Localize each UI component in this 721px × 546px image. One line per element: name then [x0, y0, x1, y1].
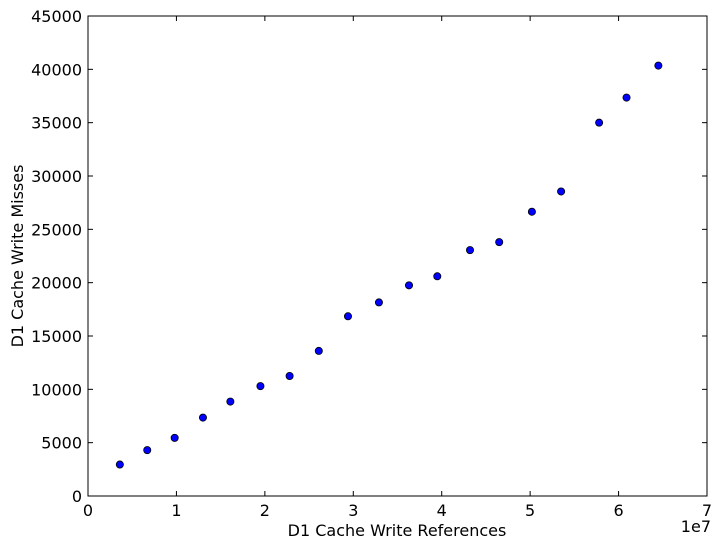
x-tick-label: 5 [525, 501, 535, 520]
data-points [115, 61, 663, 469]
x-tick-label: 7 [702, 501, 712, 520]
data-point [466, 246, 475, 255]
y-tick-label: 20000 [31, 274, 82, 293]
data-point [198, 413, 207, 422]
x-tick-label: 4 [437, 501, 447, 520]
x-tick-label: 0 [83, 501, 93, 520]
data-point [343, 312, 352, 321]
x-tick-label: 6 [613, 501, 623, 520]
plot-frame [87, 15, 708, 497]
x-offset-label: 1e7 [681, 517, 711, 536]
data-point [285, 371, 294, 380]
x-tick-label: 3 [348, 501, 358, 520]
y-tick-label: 45000 [31, 7, 82, 26]
data-point [557, 187, 566, 196]
x-axis-label: D1 Cache Write References [288, 521, 507, 540]
data-point [170, 433, 179, 442]
y-axis-label: D1 Cache Write Misses [8, 165, 27, 348]
data-point [495, 238, 504, 247]
y-tick-label: 35000 [31, 114, 82, 133]
x-axis: 0 1 2 3 4 5 6 7 [83, 16, 712, 520]
data-point [314, 346, 323, 355]
x-tick-label: 2 [260, 501, 270, 520]
y-tick-label: 15000 [31, 327, 82, 346]
y-tick-label: 30000 [31, 167, 82, 186]
data-point [374, 298, 383, 307]
data-point [654, 61, 663, 70]
data-point [115, 460, 124, 469]
data-point [226, 397, 235, 406]
y-tick-label: 40000 [31, 60, 82, 79]
x-tick-label: 1 [171, 501, 181, 520]
data-point [622, 93, 631, 102]
data-point [143, 446, 152, 455]
data-point [256, 382, 265, 391]
y-tick-label: 0 [72, 487, 82, 506]
y-tick-label: 10000 [31, 380, 82, 399]
y-tick-label: 25000 [31, 220, 82, 239]
data-point [433, 272, 442, 281]
data-point [595, 118, 604, 127]
data-point [404, 281, 413, 290]
y-tick-label: 5000 [41, 434, 82, 453]
plot-area [87, 15, 708, 497]
y-axis: 0 5000 10000 15000 20000 25000 30000 35000 40000… [31, 7, 707, 506]
data-point [527, 207, 536, 216]
